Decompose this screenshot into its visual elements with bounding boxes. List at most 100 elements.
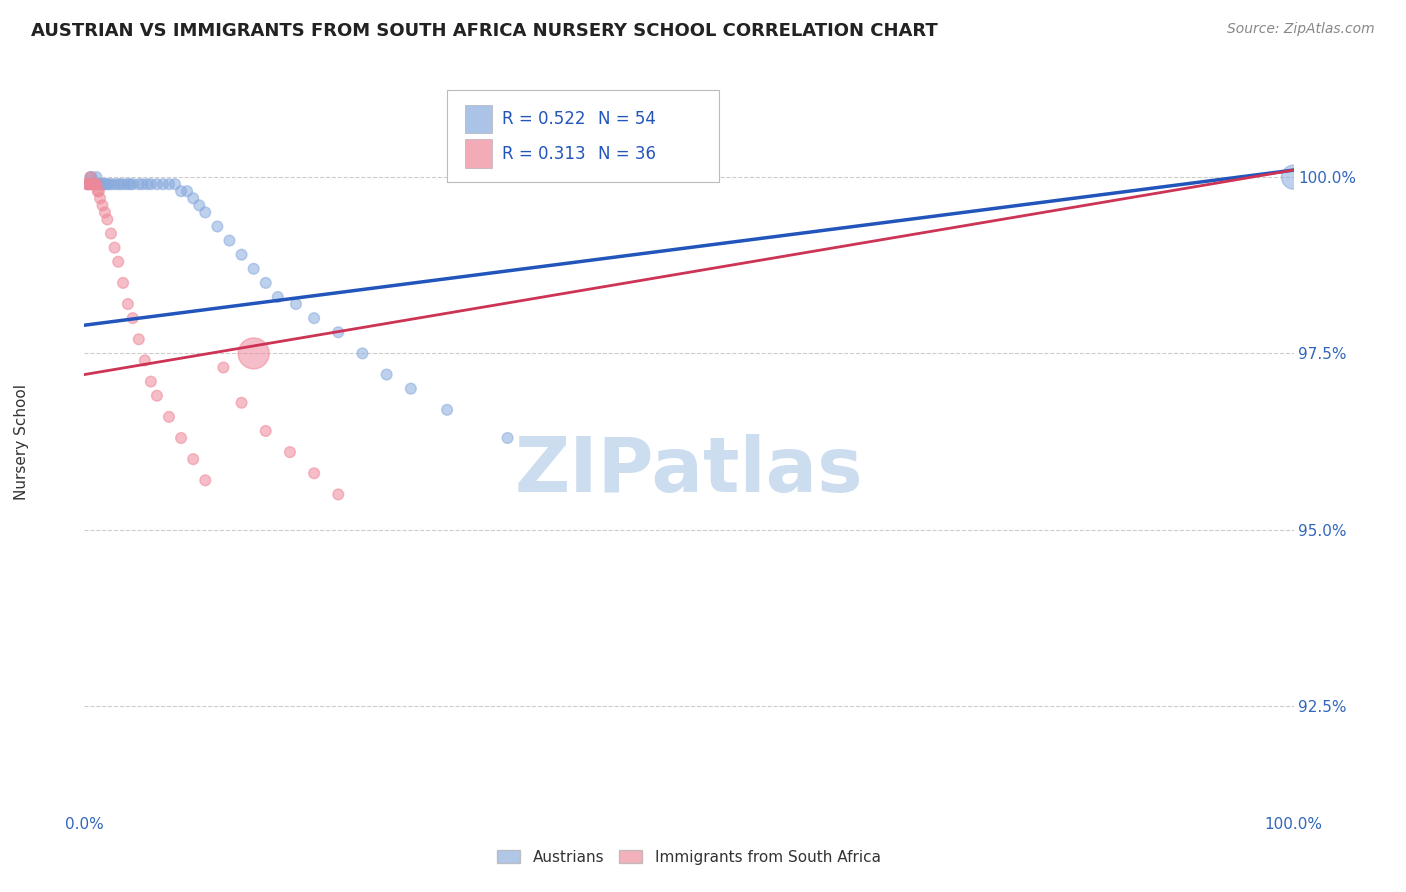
Point (121, 177, 143, 191)
Point (139, 375, 162, 389)
Point (104, 241, 127, 255)
Point (117, 297, 139, 311)
Point (90, 177, 112, 191)
FancyBboxPatch shape (447, 90, 720, 183)
Point (89, 191, 111, 205)
Point (181, 452, 204, 467)
Text: N = 36: N = 36 (599, 145, 657, 162)
Legend: Austrians, Immigrants from South Africa: Austrians, Immigrants from South Africa (491, 844, 887, 871)
Point (94, 177, 117, 191)
Point (194, 473, 217, 487)
Point (86, 170, 108, 185)
Point (496, 431, 519, 445)
Point (120, 177, 142, 191)
Point (152, 177, 174, 191)
Point (89, 177, 111, 191)
Point (146, 177, 169, 191)
Text: ZIPatlas: ZIPatlas (515, 434, 863, 508)
Point (188, 198, 211, 212)
Point (84, 177, 107, 191)
Point (254, 276, 277, 290)
Point (212, 360, 235, 375)
Point (77, 177, 100, 191)
Point (302, 467, 325, 481)
Point (82, 177, 104, 191)
Point (93, 177, 115, 191)
FancyBboxPatch shape (465, 139, 492, 168)
Point (165, 177, 187, 191)
Point (131, 177, 153, 191)
Text: Source: ZipAtlas.com: Source: ZipAtlas.com (1227, 22, 1375, 37)
Point (231, 248, 253, 262)
Point (267, 290, 290, 304)
Point (242, 346, 264, 360)
Point (112, 177, 135, 191)
Point (79, 170, 101, 185)
Point (107, 177, 129, 191)
Point (139, 177, 162, 191)
Point (176, 184, 198, 198)
Point (86, 177, 108, 191)
Point (80, 170, 103, 185)
Point (86, 177, 108, 191)
Point (170, 184, 193, 198)
Point (91, 198, 114, 212)
Text: N = 54: N = 54 (599, 110, 657, 128)
Point (86, 184, 108, 198)
Point (157, 177, 180, 191)
Point (218, 234, 240, 248)
Point (117, 177, 139, 191)
Point (278, 445, 301, 459)
Point (83, 177, 105, 191)
Point (84, 177, 107, 191)
Point (87, 184, 110, 198)
Text: R = 0.522: R = 0.522 (502, 110, 585, 128)
Point (121, 311, 143, 326)
Point (146, 389, 169, 403)
Point (104, 177, 127, 191)
Text: AUSTRIAN VS IMMIGRANTS FROM SOUTH AFRICA NURSERY SCHOOL CORRELATION CHART: AUSTRIAN VS IMMIGRANTS FROM SOUTH AFRICA… (31, 22, 938, 40)
Point (97, 177, 120, 191)
Point (110, 177, 132, 191)
Point (375, 368, 398, 382)
Point (328, 487, 350, 501)
Point (77, 177, 100, 191)
Y-axis label: Nursery School: Nursery School (14, 384, 28, 500)
Point (136, 177, 159, 191)
Point (194, 205, 217, 219)
Point (128, 332, 150, 346)
Point (86, 177, 108, 191)
Point (157, 409, 180, 424)
Point (134, 353, 156, 368)
Point (328, 325, 350, 339)
Point (242, 261, 264, 276)
Point (352, 346, 374, 360)
Point (94, 205, 117, 219)
FancyBboxPatch shape (465, 104, 492, 133)
Point (170, 431, 193, 445)
Point (77, 177, 100, 191)
Point (76, 177, 98, 191)
Point (284, 297, 308, 311)
Text: R = 0.313: R = 0.313 (502, 145, 585, 162)
Point (87, 177, 110, 191)
Point (100, 227, 122, 241)
Point (82, 177, 104, 191)
Point (83, 177, 105, 191)
Point (100, 177, 122, 191)
Point (1282, 170, 1305, 185)
Point (80, 177, 103, 191)
Point (112, 276, 135, 290)
Point (128, 177, 150, 191)
Point (302, 311, 325, 326)
Point (96, 212, 118, 227)
Point (94, 177, 117, 191)
Point (254, 424, 277, 438)
Point (107, 254, 129, 268)
Point (436, 402, 458, 417)
Point (399, 382, 422, 396)
Point (91, 177, 114, 191)
Point (77, 177, 100, 191)
Point (231, 396, 253, 410)
Point (207, 219, 229, 234)
